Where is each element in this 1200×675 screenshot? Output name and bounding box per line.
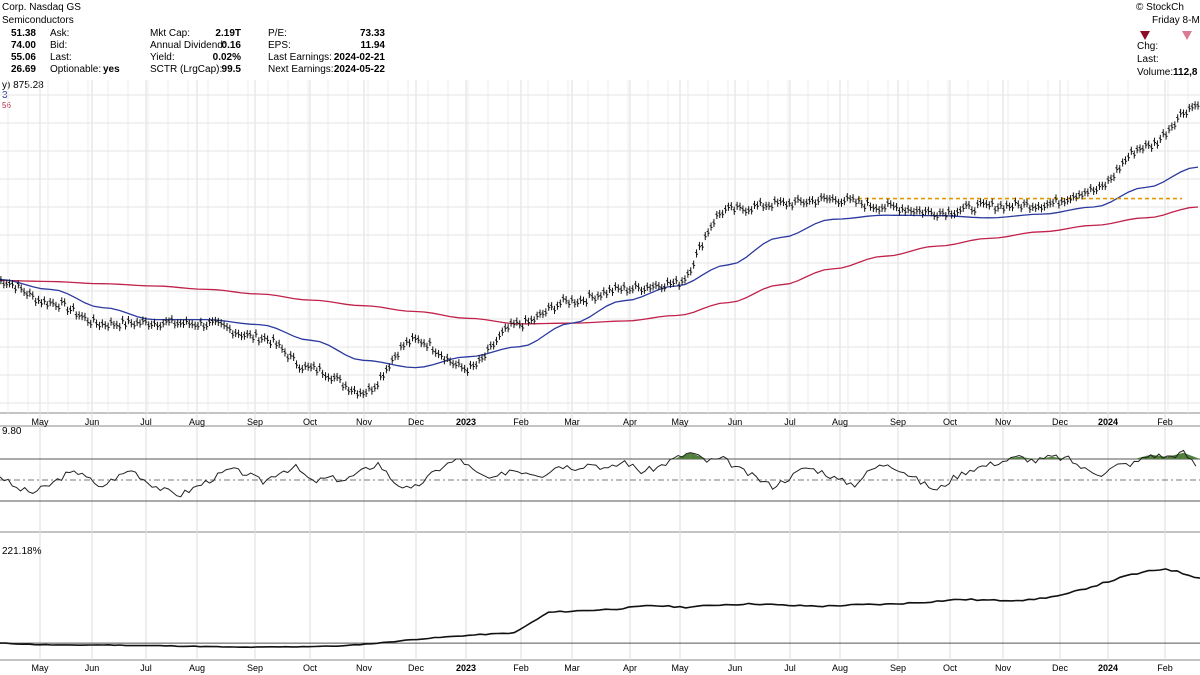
stat-value: 51.38	[10, 28, 36, 39]
ma200-line	[0, 206, 1199, 325]
x-tick-label: Aug	[832, 663, 848, 673]
x-tick-label: Aug	[832, 417, 848, 427]
x-tick-label: Jun	[85, 663, 100, 673]
stat-label: SCTR (LrgCap):	[150, 64, 223, 75]
rsi-label: 9.80	[2, 426, 22, 437]
x-tick-label: May	[31, 663, 49, 673]
rsi-line	[0, 449, 1197, 498]
sector-name: Semiconductors	[2, 15, 74, 26]
x-tick-label: 2023	[456, 663, 476, 673]
x-tick-label: Oct	[303, 663, 318, 673]
stat-label: Volume:	[1137, 67, 1174, 78]
stat-value: 99.5	[221, 64, 241, 75]
x-tick-label: Jun	[85, 417, 100, 427]
rsi-overbought-fill	[1052, 456, 1069, 459]
stat-value: 74.00	[10, 40, 36, 51]
stat-value: 73.33	[359, 28, 385, 39]
x-tick-label: Dec	[1052, 417, 1069, 427]
stat-value: 2024-02-21	[333, 52, 385, 63]
x-tick-label: Feb	[513, 663, 529, 673]
stat-label: Last:	[1137, 54, 1159, 65]
x-tick-label: 2024	[1098, 417, 1118, 427]
x-tick-label: Oct	[943, 417, 958, 427]
stat-label: Chg:	[1137, 41, 1159, 52]
x-tick-label: Oct	[943, 663, 958, 673]
stat-value: 26.69	[10, 64, 36, 75]
watermark-text: © StockCh	[1136, 2, 1184, 13]
x-tick-label: Feb	[513, 417, 529, 427]
stat-label: P/E:	[268, 28, 287, 39]
x-tick-label: Apr	[623, 663, 637, 673]
x-tick-label: Jun	[728, 417, 743, 427]
x-tick-label: May	[31, 417, 49, 427]
ma-legend-label: 56	[2, 101, 11, 110]
x-tick-label: Nov	[995, 417, 1012, 427]
stat-value: 0.02%	[212, 52, 241, 63]
down-arrow-icon	[1140, 31, 1192, 40]
rsi-overbought-fill	[1167, 452, 1184, 459]
stat-label: Next Earnings:	[268, 64, 334, 75]
x-tick-label: Jul	[784, 663, 796, 673]
stat-value: 55.06	[10, 52, 36, 63]
x-tick-label: 2024	[1098, 663, 1118, 673]
x-tick-label: Jul	[140, 663, 152, 673]
x-tick-label: Sep	[890, 663, 906, 673]
x-tick-label: Nov	[356, 663, 373, 673]
x-tick-label: 2023	[456, 417, 476, 427]
x-tick-label: Sep	[890, 417, 906, 427]
stat-label: Mkt Cap:	[150, 28, 191, 39]
stat-label: Yield:	[150, 52, 175, 63]
down-triangle-icon	[1140, 31, 1150, 40]
x-tick-label: Aug	[189, 417, 205, 427]
stat-value: 2.19T	[215, 28, 241, 39]
ma-legend-label: y) 875.28	[2, 80, 44, 91]
x-tick-label: Dec	[1052, 663, 1069, 673]
stat-value: 11.94	[360, 40, 385, 51]
rsi-overbought-fill	[690, 452, 707, 459]
x-tick-label: May	[671, 417, 689, 427]
x-tick-label: Jun	[728, 663, 743, 673]
x-tick-label: Feb	[1157, 663, 1173, 673]
stat-value: 112,8	[1173, 67, 1198, 78]
stat-label: Bid:	[50, 40, 68, 51]
x-tick-label: Sep	[247, 663, 263, 673]
relative-label: 221.18%	[2, 546, 42, 557]
x-tick-label: Dec	[408, 663, 425, 673]
stat-label: EPS:	[268, 40, 291, 51]
x-tick-label: Oct	[303, 417, 318, 427]
company-name: Corp. Nasdaq GS	[2, 2, 81, 13]
x-tick-label: Feb	[1157, 417, 1173, 427]
stat-label: Ask:	[50, 28, 70, 39]
ma50-line	[0, 166, 1199, 369]
stat-label: Annual Dividend:	[150, 40, 226, 51]
x-tick-label: Aug	[189, 663, 205, 673]
x-tick-label: Jul	[784, 417, 796, 427]
stat-value: 0.16	[221, 40, 241, 51]
x-tick-label: Dec	[408, 417, 425, 427]
x-tick-label: Mar	[564, 417, 580, 427]
x-tick-label: Apr	[623, 417, 637, 427]
x-tick-label: May	[671, 663, 689, 673]
stat-value: 2024-05-22	[333, 64, 385, 75]
x-tick-label: Sep	[247, 417, 263, 427]
stat-value: yes	[103, 64, 120, 75]
down-triangle-icon	[1182, 31, 1192, 40]
stat-label: Optionable:	[50, 64, 102, 75]
x-tick-label: Nov	[356, 417, 373, 427]
quote-date: Friday 8-M	[1152, 15, 1200, 26]
relative-line	[0, 568, 1200, 649]
x-tick-label: Jul	[140, 417, 152, 427]
x-tick-label: Nov	[995, 663, 1012, 673]
x-tick-label: Mar	[564, 663, 580, 673]
stat-label: Last:	[50, 52, 72, 63]
stat-label: Last Earnings:	[268, 52, 332, 63]
